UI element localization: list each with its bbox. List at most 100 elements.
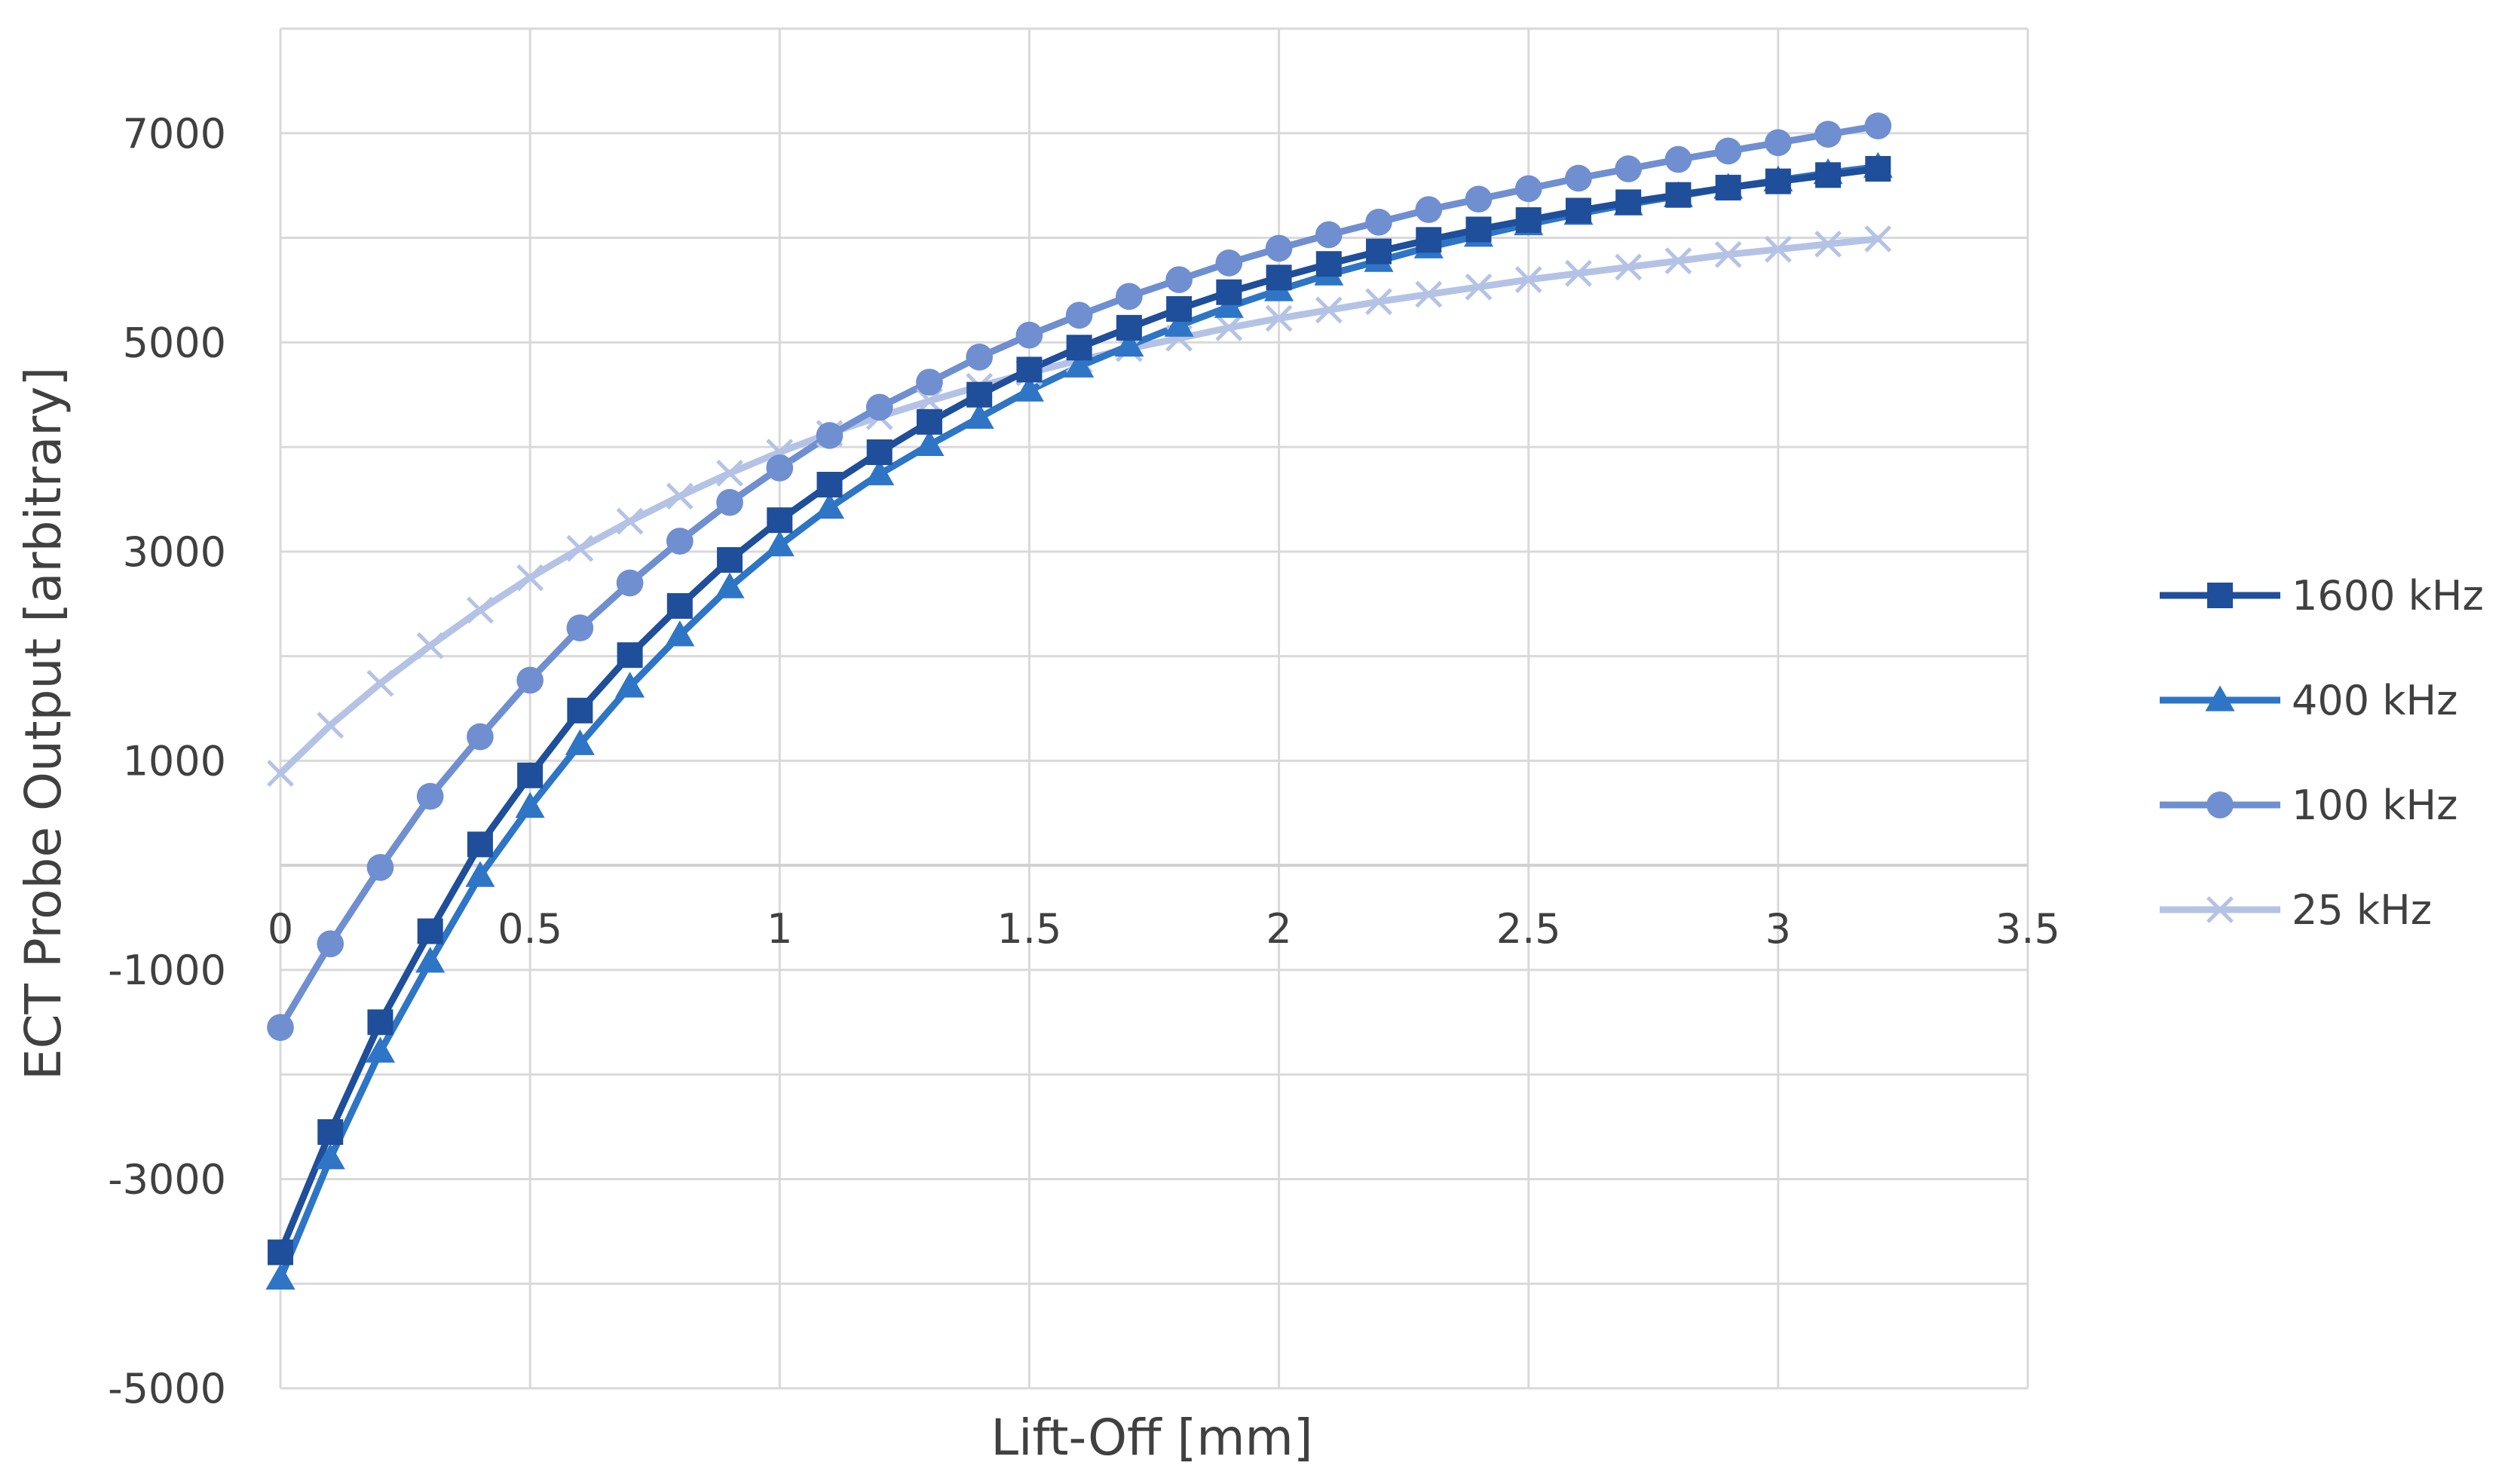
legend: 1600 kHz 400 kHz 100 kHz 25 kHz (2160, 572, 2484, 934)
legend-marker (2205, 685, 2235, 711)
data-point-400-khz (565, 729, 595, 755)
data-point-1600-khz (268, 1239, 293, 1265)
data-point-1600-khz (1016, 356, 1043, 383)
data-point-25-khz (1814, 230, 1842, 258)
data-point-1600-khz (1865, 155, 1891, 182)
data-point-1600-khz (1765, 168, 1791, 194)
data-point-400-khz (715, 572, 745, 598)
data-point-100-khz (1365, 208, 1392, 236)
legend-marker (2206, 896, 2234, 923)
data-point-1600-khz (1665, 182, 1692, 208)
data-point-400-khz (1164, 311, 1194, 337)
data-point-100-khz (566, 614, 594, 641)
data-point-400-khz (615, 672, 645, 698)
data-point-100-khz (666, 528, 694, 555)
x-tick-label: 3 (1765, 905, 1791, 953)
data-point-100-khz (1765, 129, 1792, 157)
data-point-400-khz (865, 459, 895, 485)
x-marker-stroke (267, 760, 294, 787)
x-tick-labels: 0 0.5 1 1.5 2 2.5 3 3.5 (268, 905, 2060, 953)
data-point-1600-khz (417, 918, 443, 944)
x-marker-stroke (1315, 296, 1343, 324)
data-point-25-khz (416, 632, 444, 659)
data-point-25-khz (317, 711, 344, 739)
data-point-100-khz (467, 723, 494, 751)
x-marker-stroke (1565, 259, 1592, 287)
y-tick-label: -3000 (108, 1155, 226, 1203)
legend-label: 1600 kHz (2292, 572, 2484, 620)
data-point-1600-khz (1815, 162, 1842, 188)
data-point-1600-khz (1116, 314, 1142, 341)
data-point-400-khz (1064, 351, 1095, 378)
series-markers-100-khz (267, 112, 1892, 1042)
data-point-1600-khz (517, 762, 544, 788)
data-point-1600-khz (916, 408, 942, 435)
data-point-25-khz (1514, 266, 1542, 293)
data-point-1600-khz (567, 697, 593, 724)
data-point-400-khz (515, 791, 545, 818)
data-point-100-khz (816, 421, 844, 449)
x-tick-label: 0 (268, 905, 293, 953)
legend-item-400-khz: 400 kHz (2160, 677, 2457, 724)
y-tick-label: 1000 (123, 737, 226, 785)
x-marker-stroke (566, 534, 594, 562)
x-marker-stroke (1615, 253, 1643, 281)
data-point-100-khz (1015, 321, 1043, 349)
data-point-100-khz (1315, 221, 1343, 249)
x-marker-stroke (1664, 247, 1692, 274)
data-point-25-khz (1864, 225, 1892, 252)
data-point-100-khz (916, 369, 943, 396)
x-marker-stroke (317, 711, 344, 739)
data-point-1600-khz (467, 831, 493, 858)
data-point-100-khz (1465, 185, 1493, 213)
series-markers (265, 112, 1893, 1290)
data-point-100-khz (366, 854, 394, 881)
data-point-100-khz (1165, 266, 1193, 293)
x-marker-stroke (1764, 235, 1792, 263)
x-marker-stroke (1215, 314, 1243, 341)
data-point-1600-khz (1715, 174, 1741, 200)
data-point-400-khz (764, 530, 795, 557)
x-tick-label: 2.5 (1496, 905, 1561, 953)
legend-marker (2207, 583, 2233, 608)
data-point-1600-khz (1266, 265, 1292, 291)
data-point-400-khz (964, 402, 994, 429)
y-axis-title: ECT Probe Output [arbitrary] (14, 367, 72, 1080)
data-point-25-khz (1465, 273, 1493, 301)
x-marker-stroke (1365, 288, 1392, 316)
data-point-100-khz (1116, 283, 1143, 311)
data-point-25-khz (1664, 247, 1692, 274)
data-point-25-khz (1714, 240, 1742, 268)
data-point-100-khz (616, 569, 644, 597)
x-tick-label: 1 (767, 905, 792, 953)
data-point-1600-khz (367, 1009, 393, 1036)
data-point-25-khz (716, 459, 743, 487)
data-point-25-khz (666, 482, 694, 510)
y-tick-label: 5000 (123, 319, 226, 366)
x-marker-stroke (416, 632, 444, 659)
data-point-100-khz (1615, 155, 1643, 182)
y-tick-label: 3000 (123, 528, 226, 576)
data-point-1600-khz (1366, 238, 1392, 265)
x-marker-stroke (1814, 230, 1842, 258)
data-point-1600-khz (617, 642, 643, 669)
data-point-25-khz (516, 564, 544, 592)
data-point-400-khz (265, 1263, 295, 1290)
data-point-1600-khz (1216, 279, 1242, 305)
x-marker-stroke (2206, 896, 2234, 923)
data-point-100-khz (516, 666, 544, 694)
data-point-400-khz (1014, 375, 1044, 402)
data-point-25-khz (616, 507, 644, 535)
y-tick-labels: -5000 -3000 -1000 1000 3000 5000 7000 (108, 110, 226, 1412)
legend-label: 400 kHz (2292, 677, 2457, 724)
x-marker-stroke (1265, 304, 1293, 332)
y-tick-label: -5000 (108, 1365, 226, 1412)
x-marker-stroke (1864, 225, 1892, 252)
x-marker-stroke (716, 459, 743, 487)
data-point-1600-khz (1066, 335, 1092, 361)
data-point-1600-khz (1416, 227, 1442, 253)
y-tick-label: 7000 (123, 110, 226, 158)
x-marker-stroke (666, 482, 694, 510)
